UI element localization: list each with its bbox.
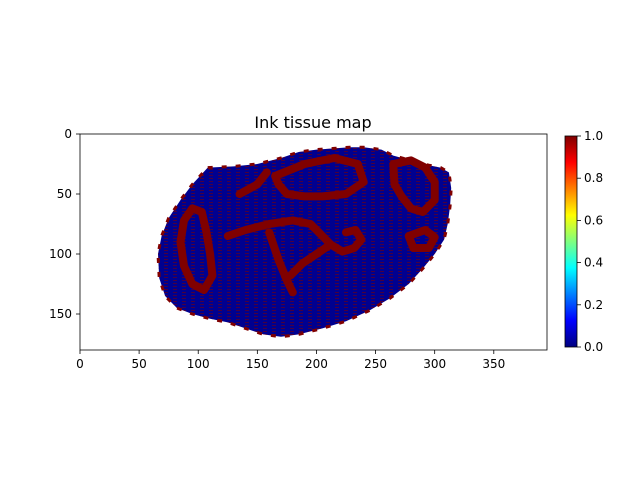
x-tick-label: 250	[364, 357, 387, 371]
ink-region-6	[404, 226, 439, 252]
x-tick-label: 300	[423, 357, 446, 371]
colorbar-ticks: 0.0 0.2 0.4 0.6 0.8 1.0	[577, 129, 603, 354]
x-tick-label: 150	[246, 357, 269, 371]
ink-region-5	[389, 156, 439, 216]
x-tick-label: 200	[305, 357, 328, 371]
tissue-texture	[158, 147, 452, 337]
colorbar-tick-label: 0.8	[584, 171, 603, 185]
ink-region-4	[271, 154, 368, 201]
y-tick-label: 50	[57, 187, 72, 201]
x-axis: 0 50 100 150 200 250 300 350	[76, 350, 505, 371]
colorbar: 0.0 0.2 0.4 0.6 0.8 1.0	[564, 129, 603, 354]
plot-frame	[79, 133, 548, 351]
ink-layer	[176, 154, 439, 297]
ink-region-3	[265, 228, 297, 297]
ink-region-2	[286, 240, 335, 280]
colorbar-tick-label: 0.4	[584, 256, 603, 270]
y-axis: 0 50 100 150	[49, 127, 80, 321]
colorbar-tick-label: 0.0	[584, 340, 603, 354]
colorbar-tick-label: 1.0	[584, 129, 603, 143]
colorbar-tick-label: 0.6	[584, 213, 603, 227]
chart-title: Ink tissue map	[254, 113, 371, 132]
colorbar-tick-label: 0.2	[584, 298, 603, 312]
heatmap-area	[156, 145, 453, 339]
x-tick-label: 0	[76, 357, 84, 371]
y-tick-label: 150	[49, 307, 72, 321]
ink-region-1	[223, 216, 366, 256]
x-tick-label: 350	[482, 357, 505, 371]
ink-region-7	[235, 168, 271, 198]
ink-region-0	[176, 204, 217, 294]
x-tick-label: 50	[131, 357, 146, 371]
y-tick-label: 0	[64, 127, 72, 141]
colorbar-gradient	[564, 135, 578, 348]
x-tick-label: 100	[187, 357, 210, 371]
tissue-layer	[156, 145, 453, 339]
tissue-edge-ink	[156, 145, 453, 339]
y-tick-label: 100	[49, 247, 72, 261]
